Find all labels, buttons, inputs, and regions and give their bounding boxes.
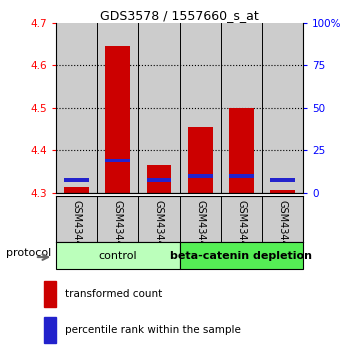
Bar [229, 174, 254, 178]
Bar [221, 23, 262, 193]
Text: percentile rank within the sample: percentile rank within the sample [65, 325, 241, 335]
Text: GSM434411: GSM434411 [195, 200, 205, 259]
Bar [97, 23, 138, 193]
Bar [270, 178, 295, 182]
Bar [147, 178, 171, 182]
Bar [180, 242, 303, 269]
Bar [56, 23, 97, 193]
Text: transformed count: transformed count [65, 289, 162, 299]
Bar [105, 159, 130, 162]
Bar [188, 174, 213, 178]
Bar [147, 165, 171, 193]
Bar [44, 317, 56, 343]
Bar [229, 108, 254, 193]
Bar [270, 190, 295, 193]
Text: protocol: protocol [6, 247, 51, 258]
Text: GSM434410: GSM434410 [154, 200, 164, 259]
Text: GSM434413: GSM434413 [278, 200, 288, 259]
Bar [262, 23, 303, 193]
Text: GSM434408: GSM434408 [71, 200, 82, 259]
Bar [188, 127, 213, 193]
Bar [138, 23, 180, 193]
Bar [105, 46, 130, 193]
Bar [44, 281, 56, 307]
Bar [64, 178, 89, 182]
Text: GSM434412: GSM434412 [236, 200, 247, 259]
Bar [180, 23, 221, 193]
Bar [64, 187, 89, 193]
Title: GDS3578 / 1557660_s_at: GDS3578 / 1557660_s_at [100, 9, 259, 22]
Text: control: control [99, 251, 137, 261]
Bar [56, 242, 180, 269]
Text: beta-catenin depletion: beta-catenin depletion [170, 251, 312, 261]
Text: GSM434409: GSM434409 [113, 200, 123, 259]
